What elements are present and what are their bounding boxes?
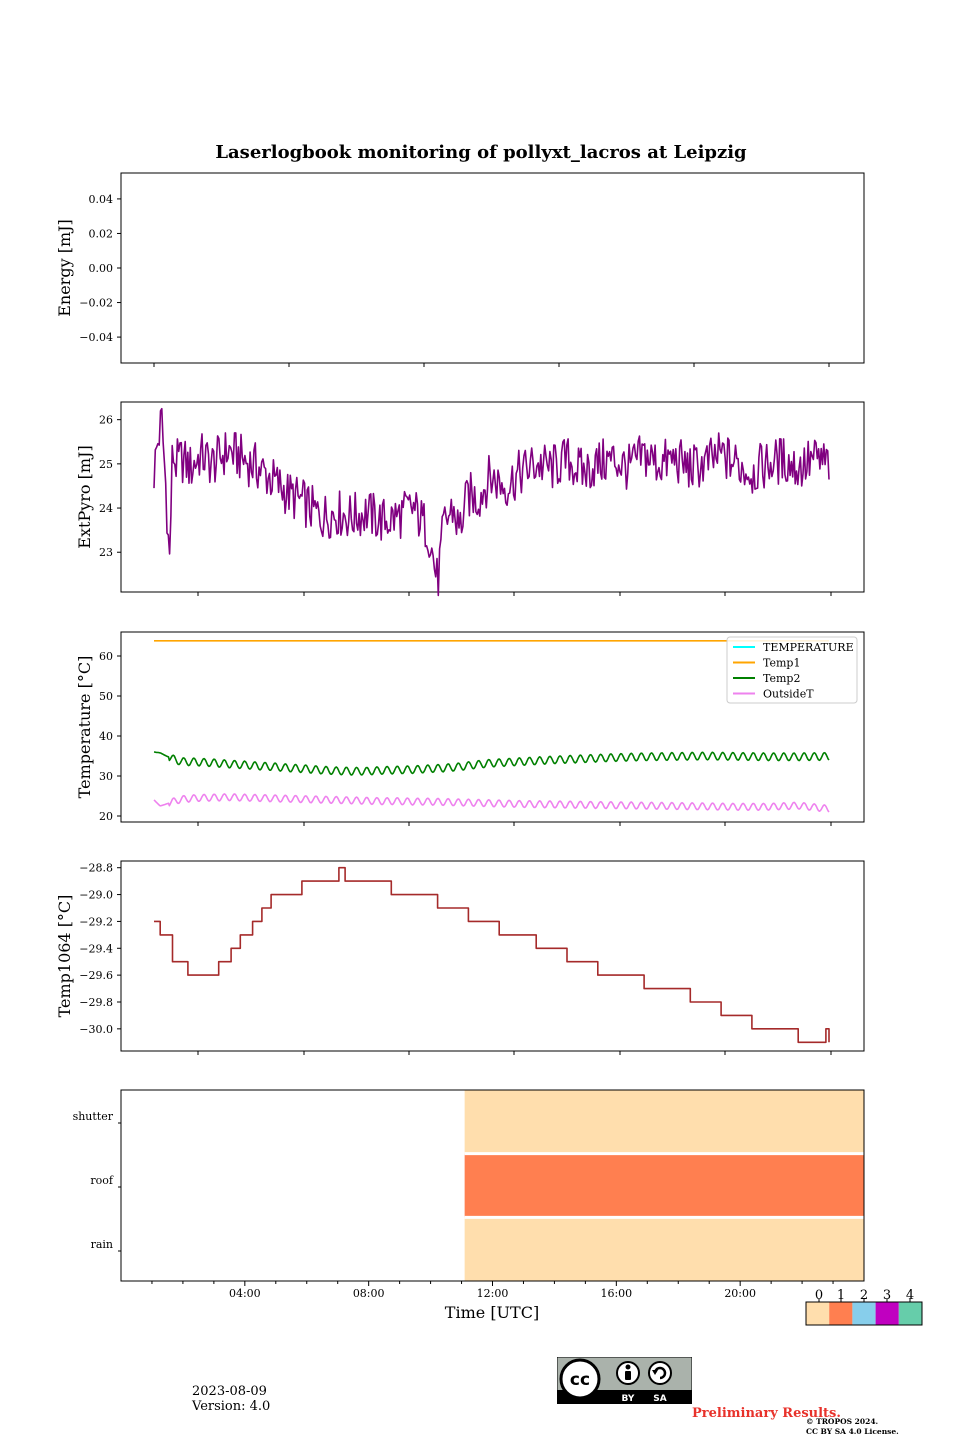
colorbar-label: 0 [815,1288,823,1303]
temperature-ytick-label: 50 [99,690,113,703]
panel-energy: 0.04 0.02 0.00 −0.02 −0.04 Energy [mJ] [55,172,865,367]
panel-temp1064: −28.8 −29.0 −29.2 −29.4 −29.6 −29.8 −30.0 Temp1… [55,860,865,1055]
colorbar-label: 3 [883,1288,891,1303]
temperature-series-line-temp2 [153,751,830,776]
extpyro-ytick-label: 26 [99,414,113,427]
status-xtick-label: 12:00 [477,1287,509,1300]
figure-title: Laserlogbook monitoring of pollyxt_lacro… [215,142,747,163]
status-xtick-label: 20:00 [724,1287,756,1300]
status-xlabel: Time [UTC] [445,1303,539,1322]
temp1064-ylabel: Temp1064 [°C] [55,895,74,1018]
colorbar-cell-0 [806,1302,830,1325]
copyright-line-2: CC BY SA 4.0 License. [806,1427,899,1436]
panel-temperature: 60 50 40 30 20 Temperature [°C] TEMPERATURE Tem… [75,631,865,826]
energy-ytick-label: −0.04 [79,331,113,344]
copyright-notice: © TROPOS 2024. CC BY SA 4.0 License. [806,1417,899,1437]
temp1064-ytick-label: −29.4 [79,942,113,955]
footer-date-version: 2023-08-09 Version: 4.0 [192,1384,270,1414]
legend-box [726,636,858,704]
legend-label-temp1: Temp1 [763,657,800,670]
status-xtick-label: 08:00 [353,1287,385,1300]
extpyro-ylabel: ExtPyro [mJ] [75,445,94,548]
svg-text:cc: cc [570,1370,590,1390]
status-interval-roof [464,1153,864,1218]
status-xtick-label: 04:00 [229,1287,261,1300]
energy-ylabel: Energy [mJ] [55,219,74,317]
legend-label-outsidet: OutsideT [763,688,814,701]
energy-ytick-label: 0.04 [89,193,114,206]
copyright-line-1: © TROPOS 2024. [806,1417,879,1426]
panel-status: shutter roof rain 04:00 08:00 12:00 16:00 20:00… [73,1089,865,1322]
temp1064-ytick-label: −29.0 [79,889,113,902]
legend-label-temperature: TEMPERATURE [763,641,854,654]
temp1064-series-line [154,866,830,1044]
status-xtick-label: 16:00 [600,1287,632,1300]
temperature-ytick-label: 40 [99,730,113,743]
colorbar-cell-1 [829,1302,853,1325]
extpyro-series-line [153,407,830,597]
temp1064-ytick-label: −30.0 [79,1023,113,1036]
temperature-series-line-outsidet [153,793,830,813]
temperature-ytick-label: 20 [99,810,113,823]
extpyro-ytick-label: 23 [99,546,113,559]
temperature-ytick-label: 60 [99,650,113,663]
sa-share-alike-icon [648,1361,672,1385]
sa-badge-label: SA [653,1394,666,1404]
status-row-label-roof: roof [90,1174,114,1187]
panel-extpyro: 26 25 24 23 ExtPyro [mJ] [75,401,865,597]
colorbar-cell-3 [875,1302,899,1325]
status-row-label-rain: rain [91,1238,113,1251]
temperature-legend: TEMPERATURE Temp1 Temp2 OutsideT [726,636,858,704]
colorbar-label: 2 [860,1288,868,1303]
colorbar-cell-2 [852,1302,876,1325]
temp1064-ytick-label: −29.2 [79,915,113,928]
temp1064-axes-frame [120,860,865,1052]
energy-ytick-label: 0.00 [89,262,114,275]
temperature-ylabel: Temperature [°C] [75,656,94,799]
temp1064-ytick-label: −29.6 [79,969,113,982]
cc-license-logo: cc BY SA [557,1357,692,1404]
footer-date: 2023-08-09 [192,1384,267,1399]
status-interval-rain [464,1217,864,1281]
extpyro-ytick-label: 24 [99,502,113,515]
energy-ytick-label: 0.02 [89,227,114,240]
temperature-axes-frame [120,631,865,823]
status-interval-shutter [464,1090,864,1154]
footer-version: Version: 4.0 [192,1399,271,1414]
status-row-label-shutter: shutter [73,1110,114,1123]
cc-icon [559,1358,601,1400]
preliminary-results-label: Preliminary Results. [692,1406,841,1421]
legend-label-temp2: Temp2 [763,672,800,685]
colorbar-label: 1 [837,1288,845,1303]
extpyro-axes-frame [120,401,865,593]
energy-ytick-label: −0.02 [79,297,113,310]
colorbar-cell-4 [898,1302,922,1325]
colorbar-label: 4 [906,1288,914,1303]
temp1064-ytick-label: −28.8 [79,862,113,875]
energy-axes-frame [120,172,865,364]
by-badge-label: BY [622,1394,635,1404]
temp1064-ytick-label: −29.8 [79,996,113,1009]
extpyro-ytick-label: 25 [99,458,113,471]
temperature-ytick-label: 30 [99,770,113,783]
